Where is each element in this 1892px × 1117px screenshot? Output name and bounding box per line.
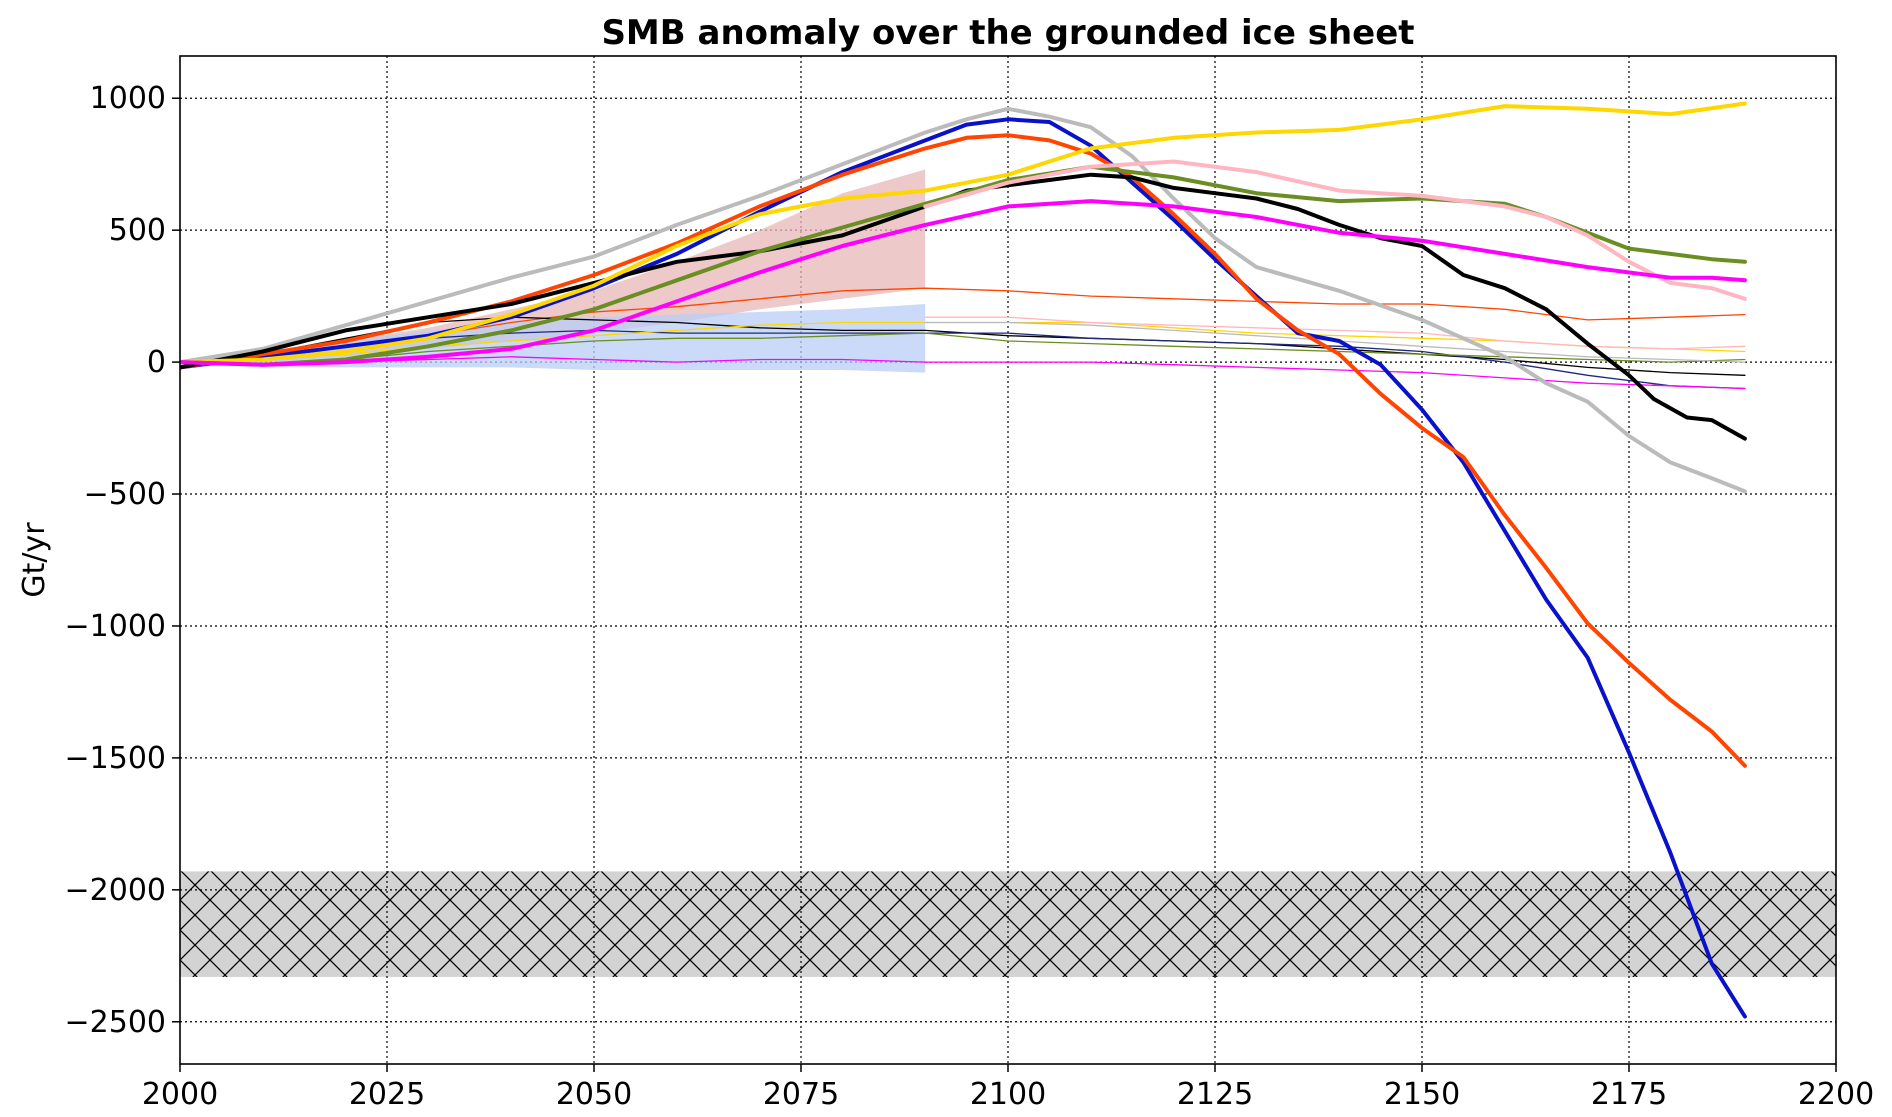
y-tick-label: −500 — [84, 477, 166, 512]
y-tick-label: −2000 — [65, 873, 166, 908]
y-tick-label: 0 — [147, 345, 166, 380]
series-line-7 — [180, 199, 1747, 367]
x-tick-label: 2075 — [763, 1077, 839, 1112]
series-line-6 — [923, 159, 1747, 301]
hatched-band — [180, 871, 1836, 977]
series-line-0 — [180, 106, 1747, 494]
shaded-ranges-layer — [204, 169, 926, 373]
x-tick-label: 2175 — [1591, 1077, 1667, 1112]
grid-layer — [180, 56, 1836, 1064]
x-tick-label: 2150 — [1384, 1077, 1460, 1112]
series-line-14 — [204, 356, 1746, 390]
x-tick-label: 2025 — [349, 1077, 425, 1112]
x-tick-label: 2200 — [1798, 1077, 1874, 1112]
series-layer — [180, 101, 1747, 1019]
series-line-3 — [180, 172, 1747, 441]
y-tick-label: −1000 — [65, 609, 166, 644]
axis-ticks-layer: 2000 2025 2050 2075 2100 2125 2150 2175 2200 1000… — [65, 81, 1875, 1112]
y-tick-label: −2500 — [65, 1005, 166, 1040]
y-tick-label: −1500 — [65, 741, 166, 776]
series-line-12 — [204, 332, 1746, 366]
series-line-10 — [204, 329, 1746, 390]
y-tick-label: 500 — [109, 213, 166, 248]
y-axis-label: Gt/yr — [17, 522, 52, 598]
x-tick-label: 2100 — [970, 1077, 1046, 1112]
x-tick-label: 2000 — [142, 1077, 218, 1112]
x-tick-label: 2050 — [556, 1077, 632, 1112]
series-line-4 — [180, 101, 1747, 365]
x-tick-label: 2125 — [1177, 1077, 1253, 1112]
series-line-13 — [924, 316, 1746, 350]
chart-title: SMB anomaly over the grounded ice sheet — [601, 13, 1414, 53]
y-tick-label: 1000 — [90, 81, 166, 116]
hatched-band-layer — [180, 871, 1836, 977]
series-line-2 — [180, 133, 1747, 768]
series-line-1 — [180, 117, 1747, 1019]
